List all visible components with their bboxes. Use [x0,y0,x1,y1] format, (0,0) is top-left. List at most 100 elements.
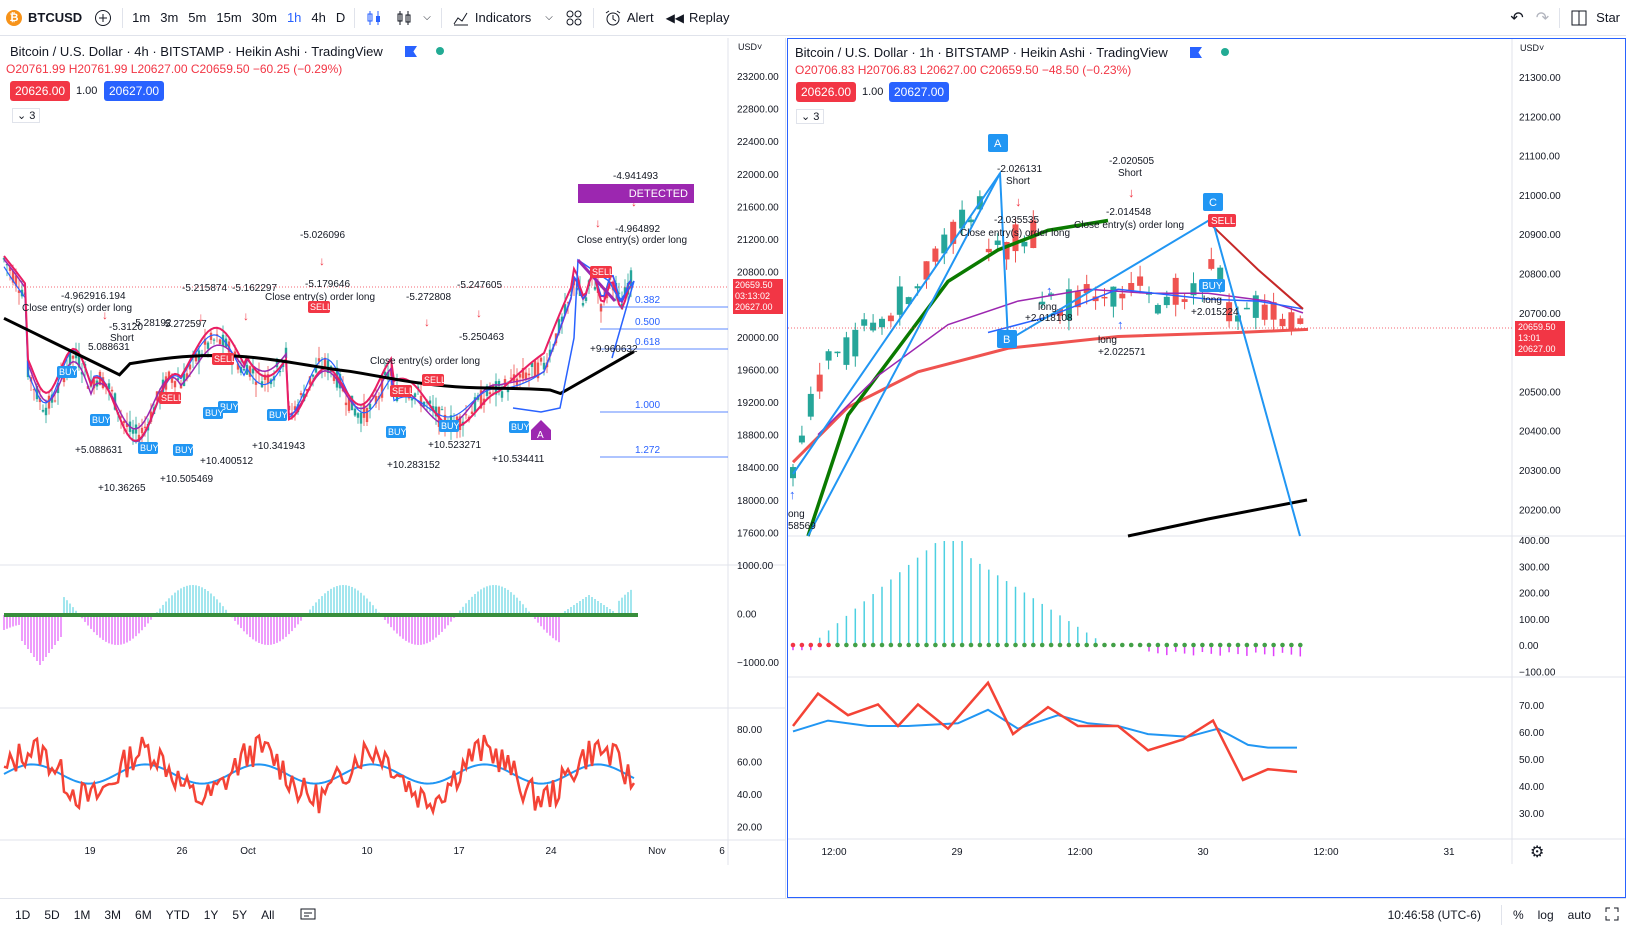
range-1y[interactable]: 1Y [203,908,219,922]
right-chart-panel[interactable]: 21300.00 21200.00 21100.00 21000.00 20900.00… [787,38,1626,898]
interval-5m[interactable]: 5m [188,10,207,25]
right-chart-canvas[interactable]: 21300.00 21200.00 21100.00 21000.00 20900.00… [788,39,1626,898]
interval-30m[interactable]: 30m [251,10,277,25]
buy-signal-marker [267,409,287,421]
interval-1h[interactable]: 1h [286,10,302,25]
price-tick-label: 19200.00 [737,398,779,409]
chart-settings-button[interactable]: ⚙ [1530,842,1544,862]
zero-cross-dot [1057,642,1063,648]
price-tick-label: 20800.00 [737,268,779,279]
candle-body [1172,277,1179,305]
left-buy-price[interactable]: 20627.00 [104,81,165,101]
range-1d[interactable]: 1D [15,908,31,922]
rsi-tick-label: 70.00 [1519,701,1544,712]
range-5y[interactable]: 5Y [232,908,248,922]
ma-blue-line [987,288,1304,334]
left-quantity[interactable]: 1.00 [76,85,98,97]
auto-scale-toggle[interactable]: auto [1567,908,1591,922]
range-all[interactable]: All [261,908,275,922]
candle-body [834,351,841,354]
replay-button[interactable]: ◀◀ Replay [660,0,736,36]
zero-cross-dot [808,642,814,648]
zero-cross-dot [790,642,796,648]
range-6m[interactable]: 6M [135,908,152,922]
zero-cross-dot [835,642,840,648]
zero-cross-dot [915,642,920,648]
clock-display[interactable]: 10:46:58 (UTC-6) [1387,908,1481,922]
right-quantity[interactable]: 1.00 [862,86,884,98]
left-last-price-label: 20659.50 03:13:02 20627.00 [733,279,783,314]
trade-annotation-text: +10.283152 [387,460,441,471]
trade-annotation-text: Close entry(s) order long [370,356,480,367]
candle-body [80,371,84,375]
indicators-button[interactable]: Indicators ⌵ [446,0,559,36]
candle-body [386,372,390,380]
left-chart-canvas[interactable]: 23200.00 22800.00 22400.00 22000.00 21600.00… [0,38,786,898]
left-currency-select[interactable]: USD˅ [738,42,762,52]
date-range-button[interactable] [293,907,323,924]
candle-body [458,416,462,430]
buy-signal-label: BUY [140,443,159,453]
candle-body [92,379,96,389]
candle-body [212,339,216,341]
range-ytd[interactable]: YTD [165,908,190,922]
candle-body [47,395,51,409]
fib-level-label: 0.618 [635,337,660,348]
log-scale-toggle[interactable]: log [1537,908,1554,922]
candle-body [896,286,903,315]
zero-cross-dot [1031,642,1036,648]
candle-body [305,388,309,392]
right-buy-price[interactable]: 20627.00 [889,82,950,102]
candle-body [68,351,72,366]
layouts-button[interactable] [559,0,589,36]
candle-body [923,261,930,280]
interval-15m[interactable]: 15m [216,10,242,25]
pattern-point-b [997,330,1017,348]
sell-signal-label: SELL [424,375,446,385]
candle-body [248,366,252,377]
range-5d[interactable]: 5D [44,908,60,922]
candle-body [527,373,531,376]
time-tick-label: 10 [361,846,373,857]
interval-D[interactable]: D [335,10,346,25]
candle-body [914,286,921,289]
time-tick-label: 19 [84,846,96,857]
symbol-search[interactable]: ₿ BTCUSD [0,0,88,36]
interval-4h[interactable]: 4h [311,10,326,25]
undo-button[interactable]: ↶ [1504,0,1529,36]
trade-annotation-text: +2.015224 [1191,307,1239,318]
left-ohlc-values: O20761.99 H20761.99 L20627.00 C20659.50 … [6,62,343,76]
redo-button[interactable]: ↷ [1530,0,1555,36]
right-currency-select[interactable]: USD˅ [1520,43,1544,53]
plus-circle-icon [95,9,112,26]
rsi-line [792,680,1298,782]
chart-type-button[interactable]: ⌵ [389,0,437,36]
pattern-point-a [531,420,551,440]
buy-signal-label: BUY [1202,281,1223,292]
left-sell-price[interactable]: 20626.00 [10,81,71,101]
zero-cross-dot [959,642,965,648]
left-layers-toggle[interactable]: ⌄ 3 [12,108,41,123]
percent-scale-toggle[interactable]: % [1512,908,1524,922]
time-tick-label: 31 [1443,847,1455,858]
candle-body [2,258,6,260]
time-tick-label: 24 [545,846,557,857]
candle-body [38,397,42,403]
layout-select-button[interactable]: Star [1564,0,1626,36]
interval-1m[interactable]: 1m [132,10,151,25]
fullscreen-button[interactable] [1598,907,1626,924]
alert-button[interactable]: Alert [598,0,660,36]
right-layers-toggle[interactable]: ⌄ 3 [796,109,825,124]
candle-body [41,409,45,412]
candle-body [617,292,621,294]
range-3m[interactable]: 3M [104,908,122,922]
range-1m[interactable]: 1M [73,908,91,922]
candle-body [53,400,57,402]
right-sell-price[interactable]: 20626.00 [796,82,857,102]
sell-signal-label: SELL [310,302,332,312]
compare-symbol-button[interactable] [88,0,118,36]
bar-style-button[interactable] [359,0,389,36]
candle-body [182,373,186,386]
left-chart-panel[interactable]: 23200.00 22800.00 22400.00 22000.00 21600.00… [0,38,786,898]
interval-3m[interactable]: 3m [160,10,179,25]
